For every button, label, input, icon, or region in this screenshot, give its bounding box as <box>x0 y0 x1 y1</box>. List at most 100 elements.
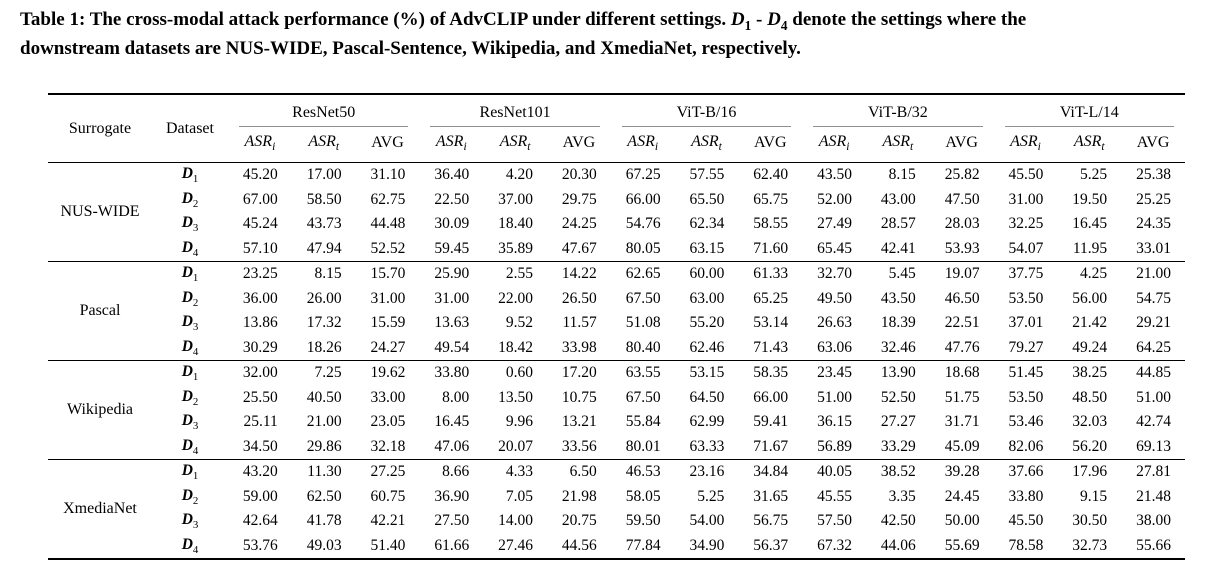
table-row: XmediaNet D1 43.20 11.30 27.25 8.66 4.33 6.50 46… <box>48 459 1185 517</box>
value-cell: 55.84 <box>625 413 661 431</box>
value-cell: 8.15 <box>888 166 916 184</box>
header-row-metrics: ASRi ASRt AVG ASRi ASRt AVG ASRi ASRt AVG ASRi ASR… <box>48 127 1185 163</box>
value-cell: 62.46 <box>689 338 725 356</box>
value-cell: 17.20 <box>561 364 597 382</box>
value-cell: 24.45 <box>944 487 980 505</box>
value-cell: 47.06 <box>434 437 470 455</box>
value-cell: 25.11 <box>243 413 278 431</box>
value-cell: 51.00 <box>1136 388 1171 406</box>
value-cell: 19.62 <box>370 364 406 382</box>
value-cell: 18.42 <box>498 338 533 356</box>
caption-line-1: Table 1: The cross-modal attack performa… <box>20 6 1218 35</box>
value-cell: 25.50 <box>242 388 278 406</box>
dataset-cell: D3 <box>181 313 199 334</box>
value-cell: 54.76 <box>625 215 661 233</box>
value-cell: 65.45 <box>817 239 852 257</box>
value-cell: 31.71 <box>944 413 980 431</box>
value-cell: 31.10 <box>370 166 406 184</box>
value-cell: 20.07 <box>498 437 533 455</box>
value-cell: 65.50 <box>689 190 725 208</box>
table-row: D3 42.64 41.78 42.21 27.50 14.00 20.75 59.50 54.… <box>48 509 1185 534</box>
value-cell: 67.50 <box>625 388 661 406</box>
value-cell: 18.26 <box>306 338 342 356</box>
table-row: Pascal D1 23.25 8.15 15.70 25.90 2.55 14.22 62.6… <box>48 261 1185 319</box>
model-group-header: ViT-B/32 <box>802 94 993 127</box>
value-cell: 26.50 <box>561 289 597 307</box>
value-cell: 53.14 <box>753 314 789 332</box>
value-cell: 26.63 <box>817 314 852 332</box>
value-cell: 32.25 <box>1008 215 1044 233</box>
value-cell: 49.03 <box>306 536 342 554</box>
value-cell: 17.32 <box>306 314 342 332</box>
value-cell: 6.50 <box>569 463 597 481</box>
value-cell: 44.56 <box>561 536 597 554</box>
value-cell: 32.18 <box>370 437 406 455</box>
results-table: Surrogate Dataset ResNet50 ResNet101 ViT-B/1… <box>48 93 1185 560</box>
table-row: D2 36.00 26.00 31.00 31.00 22.00 26.50 67.50 63.… <box>48 287 1185 312</box>
metric-header: ASRt <box>308 132 340 154</box>
value-cell: 13.86 <box>242 314 278 332</box>
caption-text-2: denote the settings where the <box>787 9 1027 30</box>
value-cell: 42.21 <box>370 512 406 530</box>
value-cell: 15.59 <box>370 314 406 332</box>
table-row: D4 53.76 49.03 51.40 61.66 27.46 44.56 77.84 34.… <box>48 534 1185 560</box>
value-cell: 54.75 <box>1136 289 1171 307</box>
value-cell: 18.40 <box>498 215 533 233</box>
value-cell: 23.45 <box>817 364 852 382</box>
table-row: D4 34.50 29.86 32.18 47.06 20.07 33.56 80.01 63.… <box>48 435 1185 460</box>
value-cell: 62.75 <box>370 190 406 208</box>
value-cell: 30.50 <box>1072 512 1108 530</box>
value-cell: 14.22 <box>561 265 597 283</box>
value-cell: 51.40 <box>370 536 406 554</box>
table-row: D3 45.24 43.73 44.48 30.09 18.40 24.25 54.76 62.… <box>48 212 1185 237</box>
value-cell: 23.25 <box>242 265 278 283</box>
metric-header: ASRi <box>244 132 276 154</box>
value-cell: 8.15 <box>314 265 342 283</box>
value-cell: 42.50 <box>880 512 916 530</box>
value-cell: 57.55 <box>689 166 725 184</box>
table-caption: Table 1: The cross-modal attack performa… <box>20 6 1218 63</box>
value-cell: 33.98 <box>561 338 597 356</box>
header-row-models: Surrogate Dataset ResNet50 ResNet101 ViT-B/1… <box>48 94 1185 137</box>
value-cell: 21.00 <box>306 413 342 431</box>
value-cell: 27.50 <box>434 512 470 530</box>
table-row: D3 13.86 17.32 15.59 13.63 9.52 11.57 51.08 55.2… <box>48 311 1185 336</box>
value-cell: 25.90 <box>434 265 470 283</box>
table-row: Wikipedia D1 32.00 7.25 19.62 33.80 0.60 17.20 6… <box>48 360 1185 418</box>
value-cell: 42.74 <box>1136 413 1171 431</box>
value-cell: 63.55 <box>625 364 661 382</box>
value-cell: 33.56 <box>561 437 597 455</box>
value-cell: 64.50 <box>689 388 725 406</box>
value-cell: 41.78 <box>306 512 342 530</box>
value-cell: 7.25 <box>314 364 342 382</box>
value-cell: 10.75 <box>561 388 597 406</box>
value-cell: 21.42 <box>1072 314 1108 332</box>
value-cell: 36.90 <box>434 487 470 505</box>
value-cell: 45.09 <box>944 437 980 455</box>
value-cell: 32.73 <box>1072 536 1108 554</box>
value-cell: 4.33 <box>505 463 533 481</box>
value-cell: 49.54 <box>434 338 470 356</box>
value-cell: 21.48 <box>1136 487 1171 505</box>
value-cell: 32.00 <box>242 364 278 382</box>
value-cell: 71.67 <box>753 437 789 455</box>
value-cell: 18.39 <box>880 314 916 332</box>
value-cell: 40.50 <box>306 388 342 406</box>
model-group-header: ResNet101 <box>419 94 610 127</box>
value-cell: 31.00 <box>434 289 470 307</box>
value-cell: 63.06 <box>817 338 852 356</box>
value-cell: 56.37 <box>753 536 789 554</box>
value-cell: 37.01 <box>1008 314 1044 332</box>
value-cell: 46.50 <box>944 289 980 307</box>
value-cell: 25.38 <box>1136 166 1171 184</box>
value-cell: 67.32 <box>817 536 852 554</box>
value-cell: 4.20 <box>505 166 533 184</box>
value-cell: 59.00 <box>242 487 278 505</box>
value-cell: 31.65 <box>753 487 789 505</box>
dataset-cell: D1 <box>181 165 199 186</box>
value-cell: 49.24 <box>1072 338 1108 356</box>
dataset-cell: D2 <box>181 288 199 309</box>
value-cell: 71.60 <box>753 239 789 257</box>
metric-header: ASRi <box>818 132 850 154</box>
results-table-container: Surrogate Dataset ResNet50 ResNet101 ViT-B/1… <box>48 93 1185 560</box>
